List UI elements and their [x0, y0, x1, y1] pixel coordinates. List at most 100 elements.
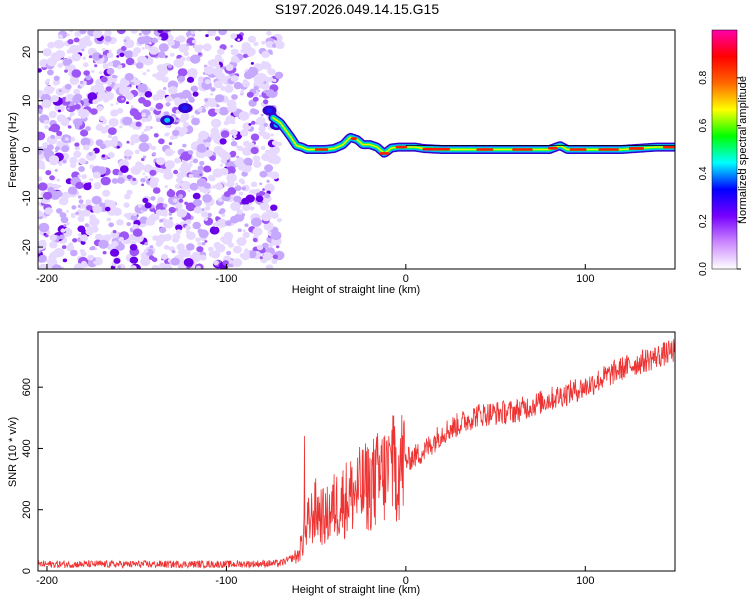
noise-blob [180, 126, 188, 134]
noise-blob [243, 157, 253, 166]
noise-blob [86, 205, 93, 211]
noise-blob [64, 83, 72, 90]
x-tick-label: -200 [36, 273, 58, 285]
noise-blob [103, 97, 109, 103]
noise-blob [47, 186, 55, 193]
colorbar-tick-label: 0.0 [698, 262, 709, 276]
noise-blob [263, 90, 267, 94]
noise-blob [77, 233, 82, 237]
noise-blob [77, 225, 86, 233]
noise-blob [177, 248, 186, 256]
noise-blob [186, 243, 195, 251]
noise-blob [263, 122, 269, 127]
noise-blob [79, 82, 85, 88]
noise-blob [204, 205, 211, 211]
noise-blob [203, 165, 212, 173]
noise-blob [250, 62, 254, 65]
noise-blob [147, 114, 153, 119]
noise-blob [173, 169, 179, 175]
noise-blob [207, 174, 215, 181]
noise-blob [66, 58, 73, 65]
noise-blob [208, 246, 214, 252]
noise-blob [261, 212, 272, 222]
noise-blob [102, 251, 107, 255]
noise-blob [192, 192, 201, 200]
noise-blob [46, 57, 57, 67]
noise-blob [263, 252, 273, 261]
noise-blob [143, 249, 149, 254]
noise-blob [158, 138, 165, 145]
noise-blob [149, 169, 157, 176]
noise-blob [217, 148, 227, 158]
noise-blob [75, 181, 84, 189]
noise-blob [38, 146, 43, 155]
noise-blob [80, 260, 87, 267]
noise-blob [161, 209, 167, 214]
noise-blob [251, 217, 262, 227]
noise-blob [157, 94, 164, 100]
noise-blob [187, 189, 191, 192]
noise-blob [78, 166, 85, 172]
noise-blob [70, 249, 78, 257]
noise-blob [87, 92, 98, 101]
noise-blob [205, 34, 209, 38]
noise-blob [188, 173, 194, 178]
noise-blob [157, 234, 167, 243]
noise-blob [77, 195, 82, 199]
noise-blob [242, 204, 251, 212]
noise-blob [104, 30, 112, 37]
noise-blob [64, 69, 68, 73]
noise-blob [203, 182, 211, 189]
noise-blob [130, 104, 134, 108]
noise-blob [132, 212, 138, 217]
noise-blob [73, 263, 84, 269]
noise-blob [221, 213, 226, 217]
noise-blob [215, 243, 226, 253]
noise-blob [119, 52, 125, 57]
noise-blob [119, 165, 129, 173]
noise-blob [118, 236, 124, 242]
snr-panel: -200 -100 0 100 0 200 400 600 Height of straig… [7, 331, 676, 596]
noise-blob [38, 68, 42, 73]
noise-blob [216, 64, 221, 69]
noise-blob [216, 72, 225, 80]
noise-blob [242, 80, 250, 88]
noise-blob [252, 96, 259, 102]
noise-blob [262, 188, 266, 191]
noise-blob [55, 50, 66, 59]
noise-blob [163, 245, 170, 250]
noise-blob [271, 212, 279, 219]
x-tick-label: -100 [215, 273, 237, 285]
noise-blob [38, 108, 43, 114]
noise-blob [122, 116, 133, 126]
noise-blob [252, 109, 260, 115]
noise-blob [79, 30, 87, 35]
noise-blob [270, 230, 282, 241]
noise-blob [123, 202, 130, 208]
noise-blob [219, 208, 226, 214]
noise-blob [80, 234, 89, 242]
noise-blob [116, 30, 126, 35]
noise-blob [90, 108, 98, 115]
noise-blob [277, 218, 282, 223]
noise-blob [219, 138, 227, 145]
noise-blob [220, 164, 224, 167]
noise-blob [126, 140, 130, 144]
noise-blob [207, 212, 213, 218]
noise-blob [73, 150, 82, 158]
noise-blob [38, 131, 46, 141]
noise-blob [238, 111, 250, 121]
noise-blob [80, 113, 87, 119]
noise-blob [172, 233, 181, 241]
noise-blob [261, 153, 270, 161]
noise-blob [176, 172, 185, 179]
noise-blob [130, 134, 141, 144]
noise-blob [275, 41, 285, 49]
noise-blob [80, 129, 89, 137]
noise-blob [92, 171, 101, 179]
noise-blob [47, 69, 54, 76]
noise-blob [110, 230, 119, 239]
noise-blob [242, 53, 248, 59]
noise-blob [180, 98, 187, 104]
noise-blob [123, 149, 133, 157]
